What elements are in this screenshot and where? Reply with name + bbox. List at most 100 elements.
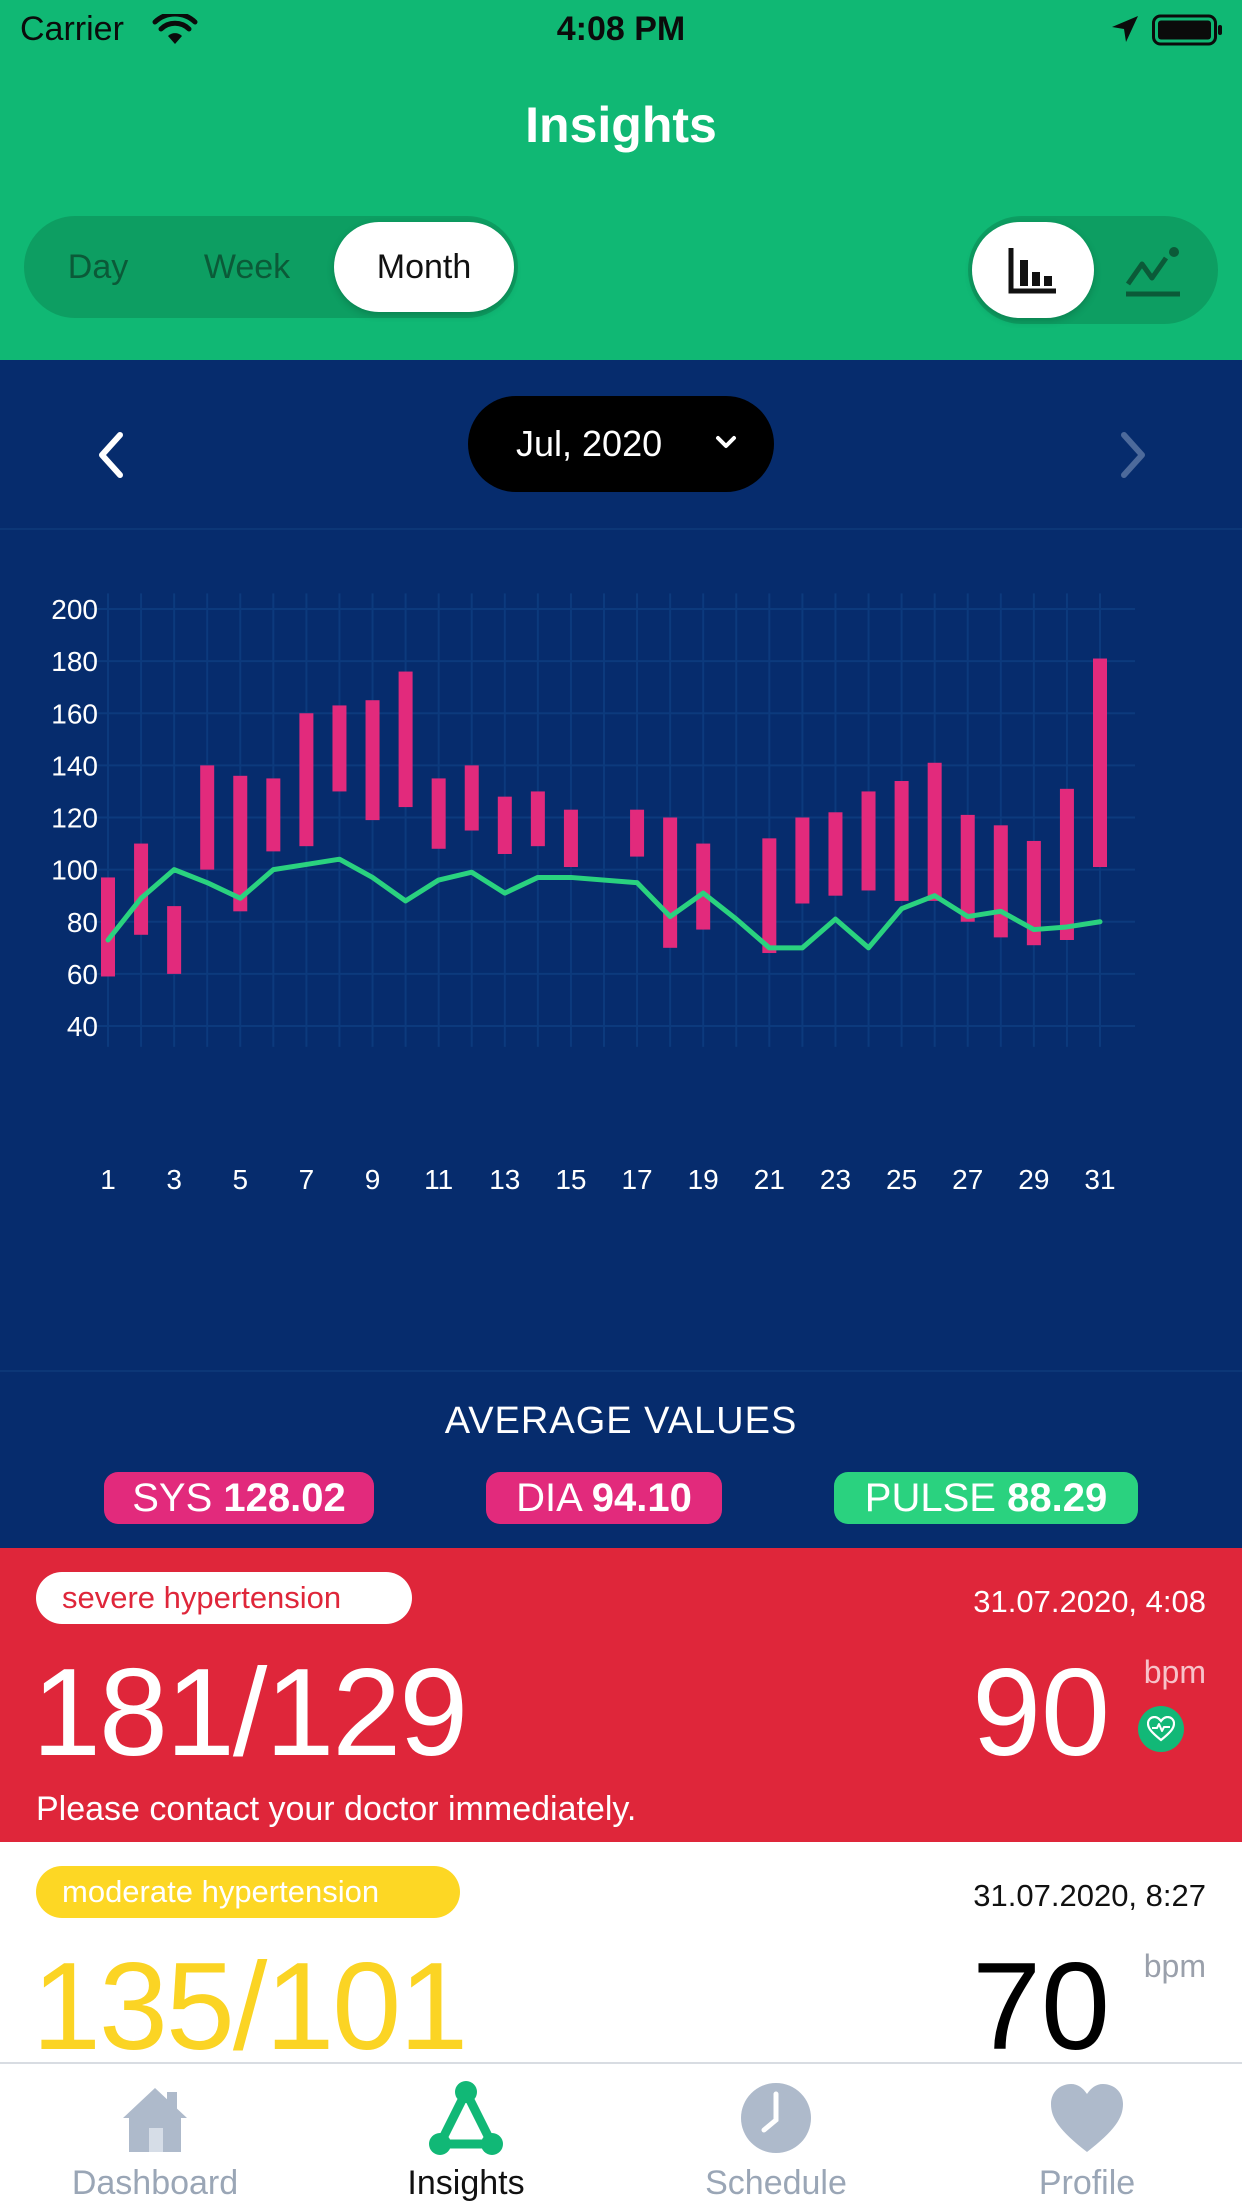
x-tick-label: 17: [621, 1164, 652, 1195]
bar-chart-icon: [1008, 248, 1056, 294]
x-tick-label: 3: [166, 1164, 182, 1195]
avg-pulse-badge: PULSE 88.29: [834, 1472, 1138, 1524]
x-tick-label: 21: [754, 1164, 785, 1195]
bp-range-bar: [927, 762, 942, 901]
bp-range-bar: [266, 778, 281, 852]
bp-range-bar: [993, 825, 1008, 938]
segment-week[interactable]: Week: [203, 248, 291, 286]
bp-range-bar: [762, 838, 777, 954]
house-icon: [123, 2088, 187, 2152]
status-time: 4:08 PM: [556, 10, 686, 48]
x-tick-label: 7: [299, 1164, 315, 1195]
battery-icon: [1152, 14, 1222, 46]
period-segmented-control: Day Week Month: [24, 216, 518, 318]
bp-range-bar: [233, 775, 248, 912]
chevron-right-icon[interactable]: [1112, 420, 1152, 490]
chart-type-toggle: [968, 216, 1218, 324]
carrier-label: Carrier: [20, 10, 124, 48]
tab-label: Insights: [407, 2164, 525, 2202]
reading-datetime: 31.07.2020, 8:27: [973, 1878, 1206, 1913]
chevron-left-icon[interactable]: [90, 420, 130, 490]
divider: [0, 1370, 1242, 1372]
bp-range-bar: [530, 791, 545, 847]
tab-bar: Dashboard Insights Schedule Profile: [0, 2062, 1242, 2208]
heart-pulse-icon: [1147, 1716, 1175, 1742]
y-tick-label: 40: [67, 1011, 98, 1042]
y-tick-label: 100: [51, 855, 98, 886]
bar-chart-button[interactable]: [972, 222, 1094, 318]
bp-range-bars: [101, 658, 1107, 977]
x-tick-label: 13: [489, 1164, 520, 1195]
y-axis-labels: 200 180 160 140 120 100 80 60 40: [51, 594, 98, 1042]
tab-label: Dashboard: [71, 2164, 239, 2202]
bp-range-bar: [894, 781, 909, 901]
bp-value: 181/129: [32, 1644, 468, 1782]
bp-range-bar: [795, 817, 810, 904]
page-title: Insights: [525, 97, 717, 153]
avg-pulse-value: 88.29: [1007, 1476, 1108, 1520]
bp-range-bar: [630, 809, 645, 857]
bp-range-bar: [398, 671, 413, 808]
header: Carrier 4:08 PM Insights Day Week Month: [0, 0, 1242, 360]
bp-range-bar: [134, 843, 149, 935]
line-chart-icon[interactable]: [1118, 240, 1188, 300]
avg-sys-badge: SYS 128.02: [104, 1472, 374, 1524]
y-tick-label: 60: [67, 959, 98, 990]
bp-range-bar: [431, 778, 446, 849]
month-selector[interactable]: Jul, 2020: [468, 396, 774, 492]
y-tick-label: 120: [51, 803, 98, 834]
chevron-down-icon: [716, 436, 736, 448]
y-tick-label: 200: [51, 594, 98, 625]
pulse-series-line: [105, 856, 1103, 951]
clock-icon: [741, 2083, 811, 2153]
bp-range-bar: [1059, 788, 1074, 940]
tab-label: Schedule: [705, 2164, 847, 2202]
location-icon: [1112, 16, 1138, 42]
bp-range-bar: [464, 765, 479, 831]
bp-range-bar: [696, 843, 711, 930]
wifi-icon: [152, 14, 198, 44]
divider: [0, 528, 1242, 530]
bp-range-bar: [497, 796, 512, 854]
tab-label: Profile: [1038, 2164, 1136, 2202]
x-tick-label: 25: [886, 1164, 917, 1195]
x-tick-label: 31: [1084, 1164, 1115, 1195]
segment-month[interactable]: Month: [334, 222, 514, 312]
x-tick-label: 11: [424, 1164, 453, 1195]
bp-range-bar: [200, 765, 215, 870]
x-tick-label: 29: [1018, 1164, 1049, 1195]
category-badge: moderate hypertension: [36, 1866, 460, 1918]
status-bar: Carrier 4:08 PM: [0, 0, 1242, 62]
avg-sys-value: 128.02: [223, 1476, 346, 1520]
x-tick-label: 15: [555, 1164, 586, 1195]
tab-schedule[interactable]: Schedule: [621, 2064, 931, 2208]
tab-profile[interactable]: Profile: [932, 2064, 1242, 2208]
reading-datetime: 31.07.2020, 4:08: [973, 1584, 1206, 1619]
y-tick-label: 140: [51, 750, 98, 781]
tab-insights[interactable]: Insights: [311, 2064, 621, 2208]
heart-icon: [1051, 2084, 1123, 2152]
avg-dia-label: DIA: [516, 1476, 581, 1520]
bp-range-bar: [365, 700, 380, 821]
average-values-title: AVERAGE VALUES: [444, 1400, 798, 1442]
avg-dia-value: 94.10: [591, 1476, 692, 1520]
reading-card-moderate[interactable]: moderate hypertension 31.07.2020, 8:27 1…: [0, 1842, 1242, 2076]
category-badge: severe hypertension: [36, 1572, 412, 1624]
avg-sys-label: SYS: [132, 1476, 213, 1520]
y-tick-label: 80: [67, 907, 98, 938]
x-axis-labels: 1 3 5 7 9 11 13 15 17 19 21 23 25 27 29 31: [100, 1164, 1115, 1195]
tab-dashboard[interactable]: Dashboard: [0, 2064, 310, 2208]
bpm-unit: bpm: [1143, 1948, 1206, 1984]
bp-value: 135/101: [32, 1938, 468, 2076]
x-tick-label: 1: [100, 1164, 116, 1195]
pulse-line: [105, 856, 1103, 951]
bp-range-bar: [960, 814, 975, 922]
avg-pulse-label: PULSE: [864, 1476, 996, 1520]
pulse-value: 70: [972, 1938, 1110, 2076]
segment-day[interactable]: Day: [67, 248, 129, 286]
bp-range-bar: [861, 791, 876, 891]
bp-range-bar: [1093, 658, 1107, 868]
reading-card-severe[interactable]: severe hypertension 31.07.2020, 4:08 181…: [0, 1548, 1242, 1842]
